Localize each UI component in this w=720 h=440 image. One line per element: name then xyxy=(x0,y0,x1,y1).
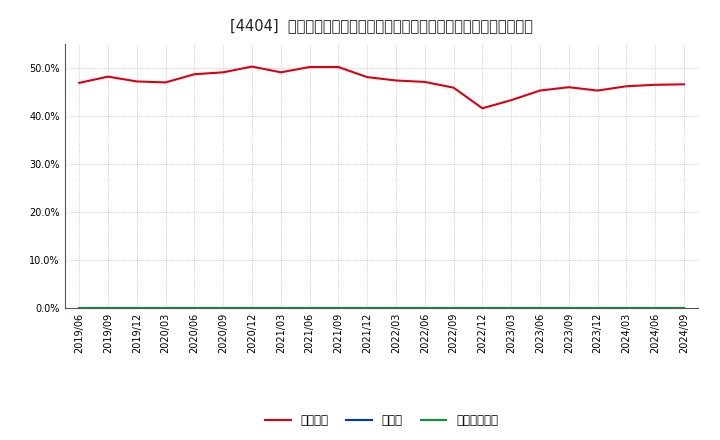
のれん xyxy=(392,305,400,311)
のれん xyxy=(248,305,256,311)
のれん xyxy=(651,305,660,311)
自己資本 xyxy=(305,64,314,70)
繰延税金資産 xyxy=(334,305,343,311)
繰延税金資産 xyxy=(248,305,256,311)
繰延税金資産 xyxy=(363,305,372,311)
自己資本 xyxy=(334,64,343,70)
繰延税金資産 xyxy=(593,305,602,311)
のれん xyxy=(132,305,141,311)
自己資本 xyxy=(449,85,458,90)
自己資本 xyxy=(104,74,112,79)
自己資本 xyxy=(363,74,372,80)
のれん xyxy=(593,305,602,311)
のれん xyxy=(564,305,573,311)
のれん xyxy=(104,305,112,311)
自己資本 xyxy=(622,84,631,89)
繰延税金資産 xyxy=(132,305,141,311)
自己資本 xyxy=(593,88,602,93)
繰延税金資産 xyxy=(276,305,285,311)
自己資本 xyxy=(680,82,688,87)
繰延税金資産 xyxy=(190,305,199,311)
のれん xyxy=(276,305,285,311)
繰延税金資産 xyxy=(680,305,688,311)
のれん xyxy=(75,305,84,311)
繰延税金資産 xyxy=(104,305,112,311)
のれん xyxy=(507,305,516,311)
繰延税金資産 xyxy=(507,305,516,311)
のれん xyxy=(622,305,631,311)
自己資本 xyxy=(564,84,573,90)
のれん xyxy=(190,305,199,311)
自己資本 xyxy=(161,80,170,85)
のれん xyxy=(219,305,228,311)
のれん xyxy=(536,305,544,311)
のれん xyxy=(161,305,170,311)
繰延税金資産 xyxy=(420,305,429,311)
自己資本 xyxy=(392,78,400,83)
繰延税金資産 xyxy=(622,305,631,311)
自己資本 xyxy=(276,70,285,75)
Line: 自己資本: 自己資本 xyxy=(79,66,684,108)
繰延税金資産 xyxy=(161,305,170,311)
自己資本 xyxy=(536,88,544,93)
自己資本 xyxy=(420,79,429,84)
のれん xyxy=(478,305,487,311)
Title: [4404]  自己資本、のれん、繰延税金資産の総資産に対する比率の推移: [4404] 自己資本、のれん、繰延税金資産の総資産に対する比率の推移 xyxy=(230,18,533,33)
繰延税金資産 xyxy=(651,305,660,311)
のれん xyxy=(363,305,372,311)
繰延税金資産 xyxy=(219,305,228,311)
自己資本 xyxy=(478,106,487,111)
Legend: 自己資本, のれん, 繰延税金資産: 自己資本, のれん, 繰延税金資産 xyxy=(265,414,498,427)
繰延税金資産 xyxy=(478,305,487,311)
自己資本 xyxy=(248,64,256,69)
のれん xyxy=(305,305,314,311)
のれん xyxy=(334,305,343,311)
自己資本 xyxy=(132,79,141,84)
自己資本 xyxy=(651,82,660,88)
自己資本 xyxy=(219,70,228,75)
自己資本 xyxy=(507,98,516,103)
自己資本 xyxy=(190,72,199,77)
繰延税金資産 xyxy=(305,305,314,311)
繰延税金資産 xyxy=(449,305,458,311)
繰延税金資産 xyxy=(392,305,400,311)
繰延税金資産 xyxy=(75,305,84,311)
繰延税金資産 xyxy=(564,305,573,311)
自己資本 xyxy=(75,80,84,85)
のれん xyxy=(449,305,458,311)
のれん xyxy=(420,305,429,311)
のれん xyxy=(680,305,688,311)
繰延税金資産 xyxy=(536,305,544,311)
